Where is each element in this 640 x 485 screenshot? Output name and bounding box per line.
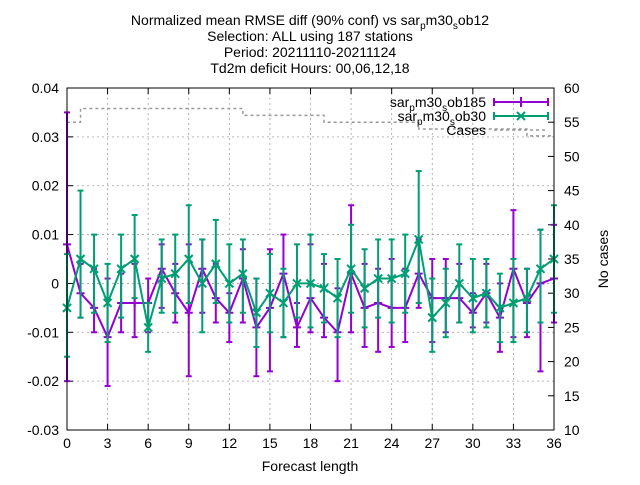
data-point (184, 308, 193, 317)
legend-swatch-sob185 (493, 97, 549, 107)
data-point (305, 278, 316, 289)
legend-label-sob185: sarpm30sob185 (390, 94, 486, 114)
x-tick-label: 15 (262, 435, 278, 451)
y2-tick-label: 10 (564, 422, 580, 438)
title-line-3: Period: 20211110-20211124 (224, 44, 397, 60)
right-axis-label: No cases (595, 230, 611, 288)
data-point (143, 322, 153, 333)
chart-title: Normalized mean RMSE diff (90% conf) vs … (131, 12, 489, 76)
y2-tick-label: 60 (564, 80, 580, 96)
data-point (197, 278, 207, 289)
data-point (346, 264, 356, 274)
data-point (292, 323, 301, 332)
y2-tick-label: 30 (564, 285, 580, 301)
x-tick-label: 21 (343, 435, 359, 451)
data-point (130, 298, 139, 307)
data-point (211, 259, 221, 269)
x-tick-label: 6 (144, 435, 152, 451)
x-tick-label: 3 (104, 435, 112, 451)
data-point (292, 278, 302, 289)
data-point (332, 293, 343, 303)
legend-label-cases: Cases (446, 122, 486, 138)
data-point (495, 303, 505, 313)
data-point (386, 273, 397, 284)
y-tick-label: -0.01 (27, 324, 59, 340)
x-tick-label: 18 (303, 435, 319, 451)
data-point (251, 308, 262, 318)
title-line-1: Normalized mean RMSE diff (90% conf) vs … (131, 12, 489, 32)
y2-tick-label: 25 (564, 319, 580, 335)
data-point (441, 298, 451, 308)
series-cases-line (67, 107, 554, 137)
y2-tick-label: 15 (564, 388, 580, 404)
y2-tick-label: 40 (564, 217, 580, 233)
y-tick-label: 0.03 (32, 129, 59, 145)
data-point (265, 288, 275, 298)
data-point (224, 278, 235, 289)
y-tick-label: 0.01 (32, 227, 59, 243)
data-point (75, 254, 86, 264)
x-tick-label: 27 (424, 435, 440, 451)
data-point (400, 268, 410, 279)
x-tick-label: 0 (63, 435, 71, 451)
y-tick-label: 0 (51, 275, 59, 291)
y2-tick-label: 45 (564, 183, 580, 199)
data-point (116, 264, 126, 274)
title-line-2: Selection: ALL using 187 stations (207, 28, 413, 44)
data-point (468, 293, 478, 303)
x-axis-label: Forecast length (262, 458, 359, 474)
x-tick-label: 9 (185, 435, 193, 451)
data-point (508, 298, 519, 308)
data-point (278, 298, 289, 308)
data-point (359, 283, 370, 294)
data-point (454, 278, 465, 289)
data-point (373, 273, 383, 284)
data-point (481, 288, 492, 298)
y2-tick-label: 50 (564, 148, 580, 164)
y2-tick-label: 35 (564, 251, 580, 267)
data-point (184, 254, 194, 264)
y-tick-label: 0.02 (32, 178, 59, 194)
axis-ticks: 0 3 6 9 12 15 18 21 24 27 30 33 36-0.03-0.02-0.0100.… (27, 80, 580, 451)
y2-tick-label: 20 (564, 354, 580, 370)
data-point (319, 283, 329, 294)
plot-area (62, 107, 559, 388)
data-point (522, 293, 532, 303)
y2-tick-label: 55 (564, 114, 580, 130)
x-tick-label: 30 (465, 435, 481, 451)
data-point (102, 298, 113, 308)
title-line-4: Td2m deficit Hours: 00,06,12,18 (210, 60, 409, 76)
x-tick-label: 33 (506, 435, 522, 451)
series-sob30 (62, 170, 559, 358)
data-point (535, 264, 546, 274)
data-point (238, 268, 248, 279)
data-point (129, 254, 140, 264)
plot-frame (66, 87, 555, 431)
data-point (156, 273, 167, 284)
y-tick-label: -0.02 (27, 373, 59, 389)
x-tick-label: 36 (546, 435, 562, 451)
y-tick-label: 0.04 (32, 80, 59, 96)
y-tick-label: -0.03 (27, 422, 59, 438)
x-tick-label: 12 (222, 435, 238, 451)
x-tick-label: 24 (384, 435, 400, 451)
data-point (170, 268, 180, 279)
data-point (427, 312, 437, 323)
data-point (414, 234, 424, 245)
legend-swatch-sob30 (493, 111, 549, 121)
data-point (89, 264, 99, 274)
